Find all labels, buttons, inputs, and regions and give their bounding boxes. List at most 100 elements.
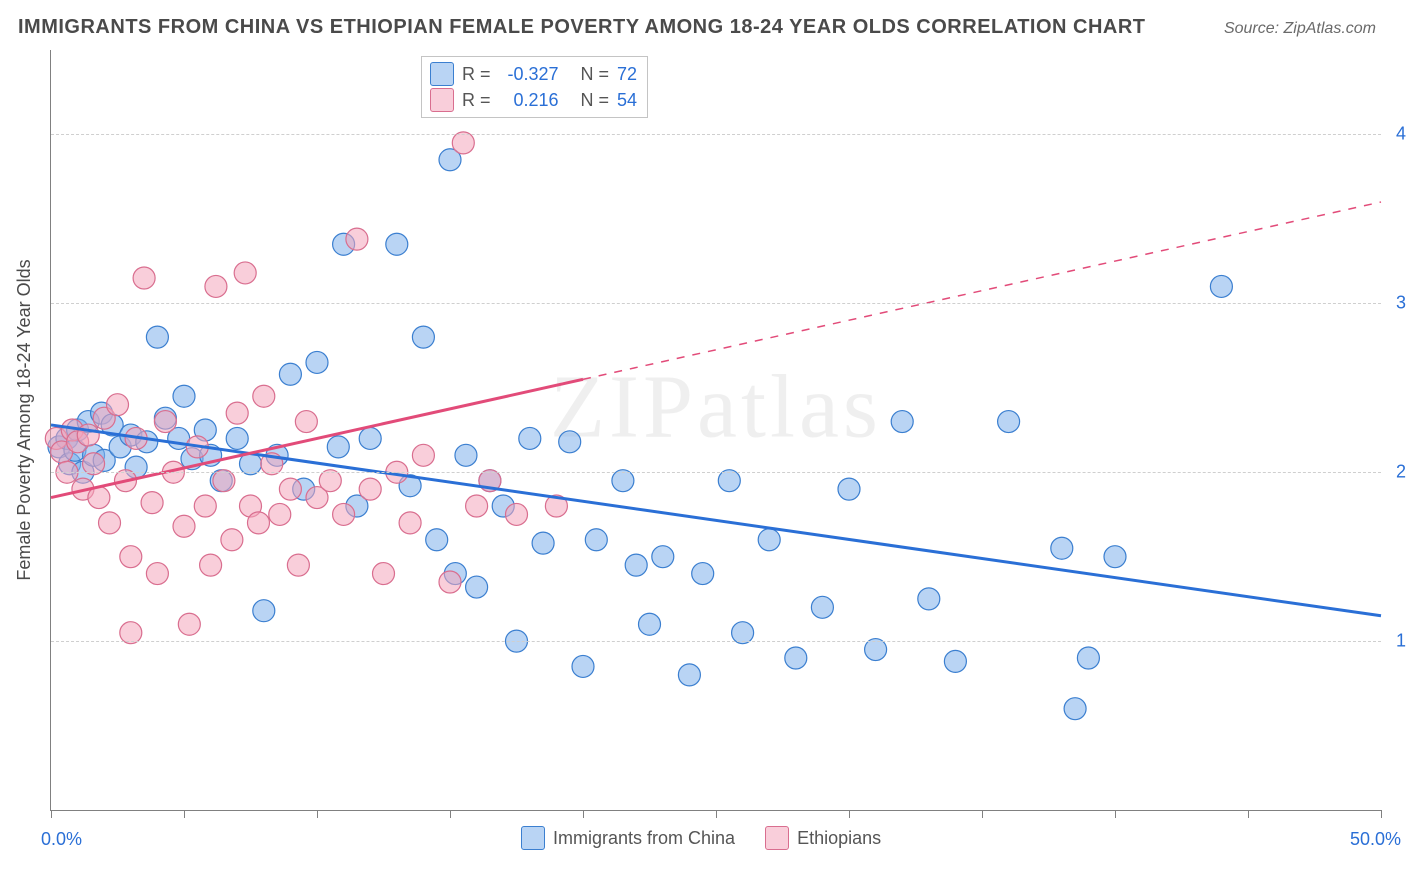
scatter-point	[253, 385, 275, 407]
legend-n-value: 54	[617, 87, 637, 113]
scatter-point	[205, 275, 227, 297]
scatter-point	[234, 262, 256, 284]
legend-swatch	[430, 62, 454, 86]
scatter-point	[891, 411, 913, 433]
scatter-point	[1104, 546, 1126, 568]
scatter-point	[399, 512, 421, 534]
x-tick	[849, 810, 850, 818]
scatter-point	[373, 563, 395, 585]
scatter-point	[838, 478, 860, 500]
chart-title: IMMIGRANTS FROM CHINA VS ETHIOPIAN FEMAL…	[18, 16, 1146, 39]
scatter-point	[758, 529, 780, 551]
x-tick	[982, 810, 983, 818]
chart-container: IMMIGRANTS FROM CHINA VS ETHIOPIAN FEMAL…	[0, 0, 1406, 892]
scatter-point	[173, 515, 195, 537]
x-tick	[317, 810, 318, 818]
scatter-point	[107, 394, 129, 416]
scatter-point	[173, 385, 195, 407]
y-tick-label: 30.0%	[1396, 293, 1406, 314]
legend-n-value: 72	[617, 61, 637, 87]
plot-area: ZIPatlas R =-0.327N =72R =0.216N =54 Imm…	[50, 50, 1381, 811]
legend-swatch	[430, 88, 454, 112]
legend-series-item: Ethiopians	[765, 826, 881, 850]
scatter-point	[412, 444, 434, 466]
scatter-point	[133, 267, 155, 289]
scatter-point	[359, 478, 381, 500]
legend-row: R =0.216N =54	[430, 87, 637, 113]
scatter-point	[247, 512, 269, 534]
scatter-point	[811, 596, 833, 618]
scatter-point	[918, 588, 940, 610]
scatter-point	[226, 402, 248, 424]
scatter-point	[327, 436, 349, 458]
legend-series-label: Ethiopians	[797, 828, 881, 849]
y-tick-label: 20.0%	[1396, 462, 1406, 483]
scatter-point	[466, 495, 488, 517]
scatter-point	[146, 563, 168, 585]
legend-n-label: N =	[581, 61, 610, 87]
scatter-point	[295, 411, 317, 433]
y-tick-label: 10.0%	[1396, 631, 1406, 652]
scatter-point	[519, 427, 541, 449]
scatter-point	[785, 647, 807, 669]
trend-line-extrapolated	[583, 202, 1381, 379]
x-tick	[1248, 810, 1249, 818]
y-tick-label: 40.0%	[1396, 124, 1406, 145]
x-tick	[583, 810, 584, 818]
scatter-point	[1210, 275, 1232, 297]
legend-r-value: -0.327	[499, 61, 559, 87]
scatter-point	[359, 427, 381, 449]
gridline	[51, 472, 1381, 473]
legend-r-label: R =	[462, 87, 491, 113]
scatter-point	[455, 444, 477, 466]
x-tick	[184, 810, 185, 818]
legend-swatch	[521, 826, 545, 850]
gridline	[51, 134, 1381, 135]
scatter-point	[426, 529, 448, 551]
x-tick	[450, 810, 451, 818]
scatter-point	[99, 512, 121, 534]
scatter-point	[287, 554, 309, 576]
scatter-point	[226, 427, 248, 449]
scatter-point	[200, 554, 222, 576]
scatter-point	[194, 495, 216, 517]
legend-r-label: R =	[462, 61, 491, 87]
y-axis-label: Female Poverty Among 18-24 Year Olds	[14, 259, 35, 580]
x-tick	[1115, 810, 1116, 818]
x-tick	[1381, 810, 1382, 818]
scatter-point	[532, 532, 554, 554]
scatter-point	[652, 546, 674, 568]
scatter-point	[466, 576, 488, 598]
x-tick	[716, 810, 717, 818]
x-axis-min: 0.0%	[41, 829, 82, 850]
legend-correlation: R =-0.327N =72R =0.216N =54	[421, 56, 648, 118]
scatter-point	[412, 326, 434, 348]
scatter-point	[1051, 537, 1073, 559]
x-axis-max: 50.0%	[1350, 829, 1401, 850]
scatter-point	[154, 411, 176, 433]
scatter-point	[253, 600, 275, 622]
scatter-point	[346, 228, 368, 250]
scatter-point	[279, 363, 301, 385]
scatter-point	[944, 650, 966, 672]
scatter-point	[678, 664, 700, 686]
scatter-point	[572, 655, 594, 677]
legend-series-item: Immigrants from China	[521, 826, 735, 850]
scatter-point	[1077, 647, 1099, 669]
gridline	[51, 641, 1381, 642]
scatter-point	[585, 529, 607, 551]
scatter-point	[221, 529, 243, 551]
plot-svg	[51, 50, 1381, 810]
legend-n-label: N =	[581, 87, 610, 113]
scatter-point	[559, 431, 581, 453]
scatter-point	[506, 503, 528, 525]
scatter-point	[269, 503, 291, 525]
scatter-point	[333, 503, 355, 525]
scatter-point	[306, 351, 328, 373]
gridline	[51, 303, 1381, 304]
scatter-point	[178, 613, 200, 635]
scatter-point	[439, 571, 461, 593]
source-label: Source: ZipAtlas.com	[1224, 20, 1376, 38]
scatter-point	[639, 613, 661, 635]
x-tick	[51, 810, 52, 818]
